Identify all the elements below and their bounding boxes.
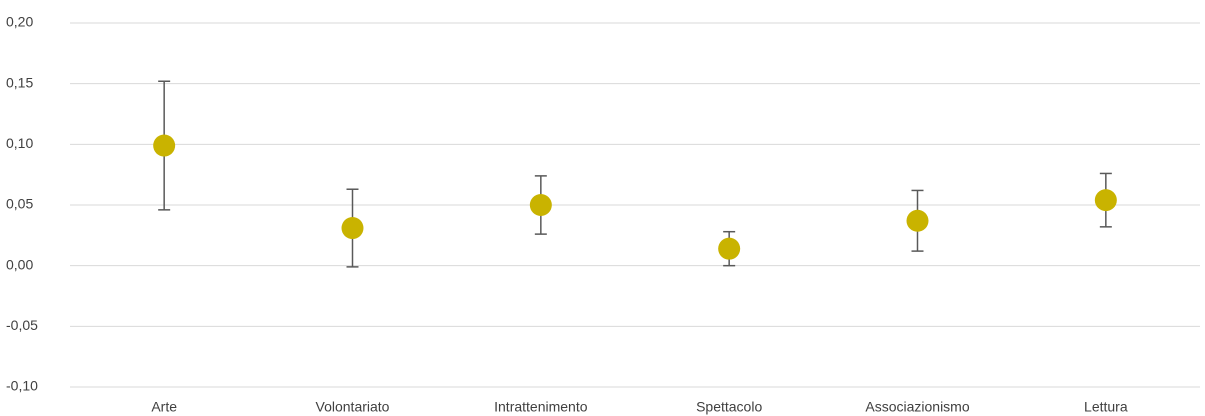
x-tick-label: Arte [151, 399, 177, 415]
y-tick-label: -0,10 [6, 378, 38, 394]
dot [341, 217, 364, 240]
dot [1094, 189, 1117, 212]
y-tick-label: 0,05 [6, 196, 33, 212]
dot [906, 209, 929, 232]
y-tick-label: 0,00 [6, 256, 33, 272]
y-tick-label: -0,05 [6, 317, 38, 333]
y-tick-label: 0,15 [6, 74, 33, 90]
y-tick-label: 0,20 [6, 14, 33, 30]
dot [153, 134, 176, 157]
dot [718, 237, 741, 260]
x-tick-label: Associazionismo [865, 399, 969, 415]
x-tick-label: Intrattenimento [494, 399, 588, 415]
x-tick-label: Lettura [1084, 399, 1128, 415]
y-tick-label: 0,10 [6, 135, 33, 151]
x-tick-label: Volontariato [316, 399, 390, 415]
x-tick-label: Spettacolo [696, 399, 762, 415]
dot [529, 194, 552, 216]
